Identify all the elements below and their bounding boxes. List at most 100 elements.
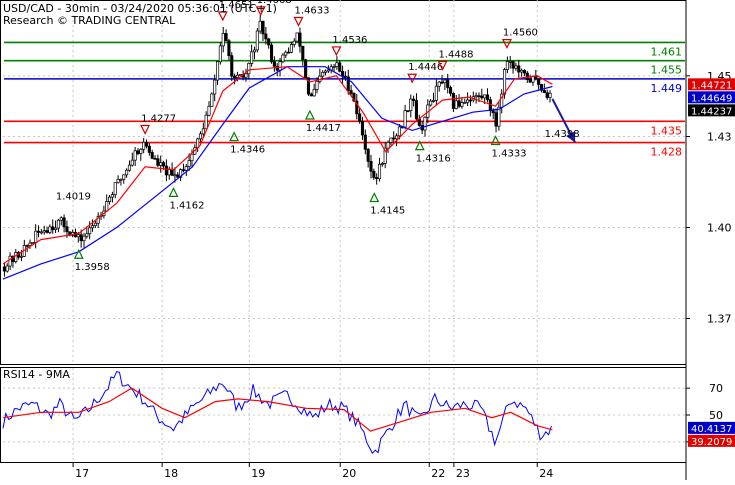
candle-body bbox=[398, 127, 400, 136]
swing-label: 1.4417 bbox=[306, 123, 341, 134]
candle-body bbox=[381, 163, 383, 164]
candle-body bbox=[279, 62, 281, 71]
candle-body bbox=[449, 88, 451, 94]
swing-label: 1.4536 bbox=[332, 35, 367, 46]
candle-body bbox=[140, 149, 142, 153]
candle-body bbox=[350, 91, 352, 94]
candle-body bbox=[341, 71, 343, 76]
candle-body bbox=[444, 80, 446, 83]
candle-body bbox=[60, 218, 62, 220]
candle-body bbox=[429, 101, 431, 105]
candle-body bbox=[370, 161, 372, 171]
candle-body bbox=[378, 164, 380, 178]
candle-body bbox=[191, 154, 193, 160]
candle-body bbox=[492, 111, 494, 113]
candle-body bbox=[458, 101, 460, 106]
candle-body bbox=[515, 66, 517, 68]
candle-body bbox=[32, 242, 34, 243]
candle-body bbox=[390, 138, 392, 142]
candle-body bbox=[313, 89, 315, 95]
swing-low-marker bbox=[306, 111, 314, 119]
candle-body bbox=[259, 21, 261, 31]
price-badge: 1.44721 bbox=[691, 80, 732, 91]
candle-body bbox=[120, 179, 122, 180]
candle-body bbox=[256, 31, 258, 50]
candle-body bbox=[495, 113, 497, 126]
swing-label: 1.4333 bbox=[492, 148, 527, 159]
candle-body bbox=[393, 138, 395, 139]
candle-body bbox=[361, 121, 363, 135]
y-tick-label: 1.43 bbox=[707, 131, 732, 144]
x-tick-label: 17 bbox=[75, 467, 89, 480]
candle-body bbox=[447, 80, 449, 88]
candle-body bbox=[137, 151, 139, 154]
candle-body bbox=[339, 63, 341, 72]
candle-body bbox=[319, 76, 321, 81]
candle-body bbox=[125, 170, 127, 175]
candle-body bbox=[248, 63, 250, 73]
candle-body bbox=[231, 56, 233, 77]
candle-body bbox=[162, 163, 164, 166]
candle-body bbox=[57, 220, 59, 228]
candle-body bbox=[219, 46, 221, 62]
rsi-line bbox=[3, 372, 551, 454]
candle-body bbox=[441, 82, 443, 83]
swing-label: 1.3958 bbox=[75, 262, 110, 273]
candle-body bbox=[304, 60, 306, 78]
candle-body bbox=[273, 62, 275, 66]
candle-body bbox=[375, 177, 377, 178]
candle-body bbox=[63, 218, 65, 227]
candle-body bbox=[435, 86, 437, 100]
candle-body bbox=[157, 159, 159, 166]
swing-label: 1.4446 bbox=[408, 62, 443, 73]
candle-body bbox=[106, 202, 108, 211]
rsi-badge: 39.2079 bbox=[691, 437, 732, 448]
candle-body bbox=[43, 231, 45, 232]
candle-body bbox=[262, 21, 264, 34]
candle-body bbox=[37, 231, 39, 232]
candle-body bbox=[344, 76, 346, 77]
candle-body bbox=[333, 67, 335, 68]
candle-body bbox=[285, 52, 287, 55]
candle-body bbox=[131, 160, 133, 165]
candle-body bbox=[407, 111, 409, 112]
y-tick-label: 1.40 bbox=[707, 222, 732, 235]
candle-body bbox=[177, 175, 179, 178]
swing-high-marker bbox=[332, 47, 340, 55]
swing-label: 1.4488 bbox=[439, 49, 474, 60]
candle-body bbox=[145, 142, 147, 146]
candle-body bbox=[151, 152, 153, 158]
candle-body bbox=[415, 101, 417, 119]
candle-body bbox=[324, 71, 326, 72]
candle-body bbox=[529, 80, 531, 83]
candle-body bbox=[455, 101, 457, 109]
candle-body bbox=[424, 117, 426, 130]
level-label-pivot: 1.449 bbox=[651, 82, 683, 95]
x-tick-label: 18 bbox=[164, 467, 178, 480]
candle-body bbox=[114, 183, 116, 195]
candle-body bbox=[316, 81, 318, 89]
candle-body bbox=[364, 135, 366, 149]
candle-body bbox=[29, 243, 31, 245]
candle-body bbox=[509, 61, 511, 62]
candle-body bbox=[211, 94, 213, 106]
candle-body bbox=[310, 94, 312, 96]
candle-body bbox=[503, 70, 505, 95]
candle-body bbox=[336, 63, 338, 67]
candle-body bbox=[532, 76, 534, 82]
candle-body bbox=[367, 149, 369, 161]
x-tick-label: 24 bbox=[539, 467, 553, 480]
candle-body bbox=[40, 232, 42, 233]
candle-body bbox=[174, 175, 176, 176]
candle-body bbox=[358, 114, 360, 121]
candle-body bbox=[265, 34, 267, 39]
candle-body bbox=[66, 227, 68, 232]
candle-body bbox=[373, 171, 375, 177]
candle-body bbox=[83, 236, 85, 241]
candle-body bbox=[91, 226, 93, 228]
candle-body bbox=[216, 62, 218, 80]
candle-body bbox=[185, 167, 187, 171]
candle-body bbox=[290, 44, 292, 52]
